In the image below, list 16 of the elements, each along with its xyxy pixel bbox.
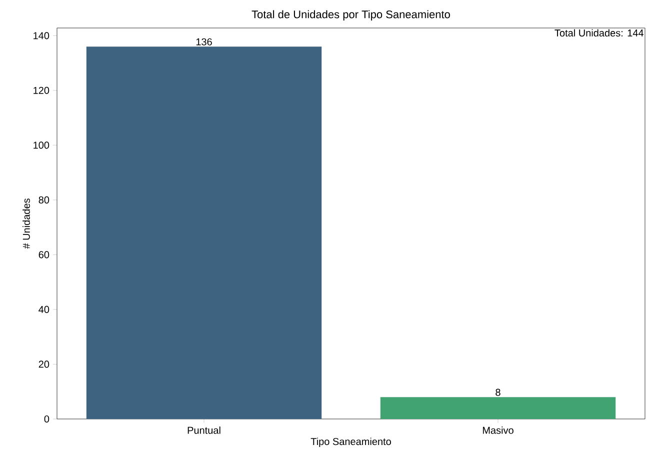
y-tick-label: 80 [38,196,50,204]
y-tick-label: 140 [34,32,50,40]
y-tick-label: 40 [38,306,50,313]
x-axis-title: Tipo Saneamiento [310,438,391,448]
annotation: Total Unidades: 144 [554,29,644,37]
data-label: 136 [196,38,212,46]
data-label: 8 [496,388,500,396]
y-tick-label: 60 [38,251,50,258]
y-tick-label: 120 [34,86,50,94]
x-tick-label: Masivo [482,426,514,434]
y-tick-label: 100 [34,142,50,149]
y-tick-label: 0 [44,415,50,423]
y-axis-title: # Unidades [22,198,30,249]
y-tick-label: 20 [38,360,50,368]
x-tick-label: Puntual [188,426,220,434]
chart-title: Total de Unidades por Tipo Saneamiento [252,10,450,20]
